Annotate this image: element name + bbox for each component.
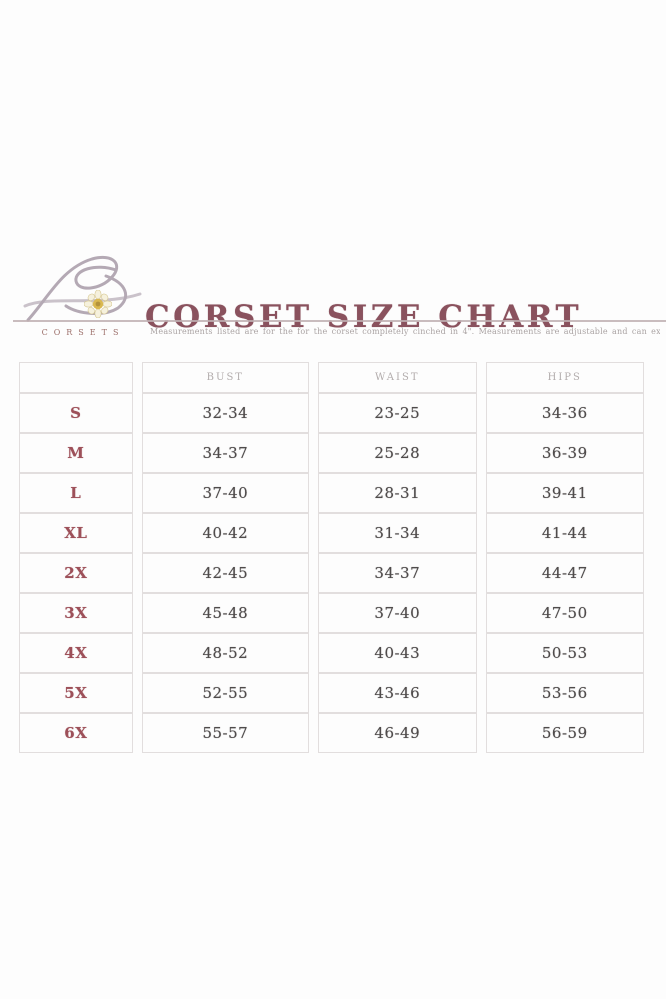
waist-value: 34-37 xyxy=(318,553,477,593)
table-row: S 32-34 23-25 34-36 xyxy=(19,393,644,433)
waist-value: 31-34 xyxy=(318,513,477,553)
bust-value: 52-55 xyxy=(141,673,310,713)
brand-wordmark: CORSETS xyxy=(41,328,125,337)
table-row: 5X 52-55 43-46 53-56 xyxy=(19,673,644,713)
size-label: 2X xyxy=(19,553,133,593)
waist-value: 46-49 xyxy=(318,713,477,753)
column-header-waist: WAIST xyxy=(318,362,477,393)
hips-value: 47-50 xyxy=(485,593,644,633)
waist-value: 28-31 xyxy=(318,473,477,513)
hips-value: 36-39 xyxy=(485,433,644,473)
waist-value: 43-46 xyxy=(318,673,477,713)
bust-value: 55-57 xyxy=(141,713,310,753)
table-row: XL 40-42 31-34 41-44 xyxy=(19,513,644,553)
size-label: XL xyxy=(19,513,133,553)
column-header-hips: HIPS xyxy=(485,362,644,393)
size-label: 3X xyxy=(19,593,133,633)
column-header-bust: BUST xyxy=(141,362,310,393)
size-label: L xyxy=(19,473,133,513)
size-label: 6X xyxy=(19,713,133,753)
size-label: 4X xyxy=(19,633,133,673)
bust-value: 40-42 xyxy=(141,513,310,553)
hips-value: 41-44 xyxy=(485,513,644,553)
bust-value: 34-37 xyxy=(141,433,310,473)
column-header-size xyxy=(19,362,133,393)
size-label: S xyxy=(19,393,133,433)
page-title: CORSET SIZE CHART xyxy=(145,298,583,335)
size-label: 5X xyxy=(19,673,133,713)
table-row: 2X 42-45 34-37 44-47 xyxy=(19,553,644,593)
bust-value: 37-40 xyxy=(141,473,310,513)
bust-value: 45-48 xyxy=(141,593,310,633)
bust-value: 32-34 xyxy=(141,393,310,433)
brand-logo: CORSETS xyxy=(22,250,144,346)
size-chart: BUST WAIST HIPS S 32-34 23-25 34-36 M 34… xyxy=(10,362,653,753)
waist-value: 40-43 xyxy=(318,633,477,673)
table-row: L 37-40 28-31 39-41 xyxy=(19,473,644,513)
table-row: 3X 45-48 37-40 47-50 xyxy=(19,593,644,633)
title-underline xyxy=(13,320,666,322)
table-row: 4X 48-52 40-43 50-53 xyxy=(19,633,644,673)
size-chart-table: BUST WAIST HIPS S 32-34 23-25 34-36 M 34… xyxy=(10,362,653,753)
table-row: M 34-37 25-28 36-39 xyxy=(19,433,644,473)
logo-flourish-icon xyxy=(23,256,142,322)
hips-value: 56-59 xyxy=(485,713,644,753)
hips-value: 44-47 xyxy=(485,553,644,593)
disclaimer-note: Measurements listed are for the for the … xyxy=(150,327,660,336)
hips-value: 50-53 xyxy=(485,633,644,673)
hips-value: 39-41 xyxy=(485,473,644,513)
bust-value: 48-52 xyxy=(141,633,310,673)
hips-value: 34-36 xyxy=(485,393,644,433)
table-row: 6X 55-57 46-49 56-59 xyxy=(19,713,644,753)
daisy-flower-icon xyxy=(84,290,112,318)
waist-value: 23-25 xyxy=(318,393,477,433)
waist-value: 25-28 xyxy=(318,433,477,473)
size-label: M xyxy=(19,433,133,473)
waist-value: 37-40 xyxy=(318,593,477,633)
header-row: BUST WAIST HIPS xyxy=(19,362,644,393)
bust-value: 42-45 xyxy=(141,553,310,593)
hips-value: 53-56 xyxy=(485,673,644,713)
